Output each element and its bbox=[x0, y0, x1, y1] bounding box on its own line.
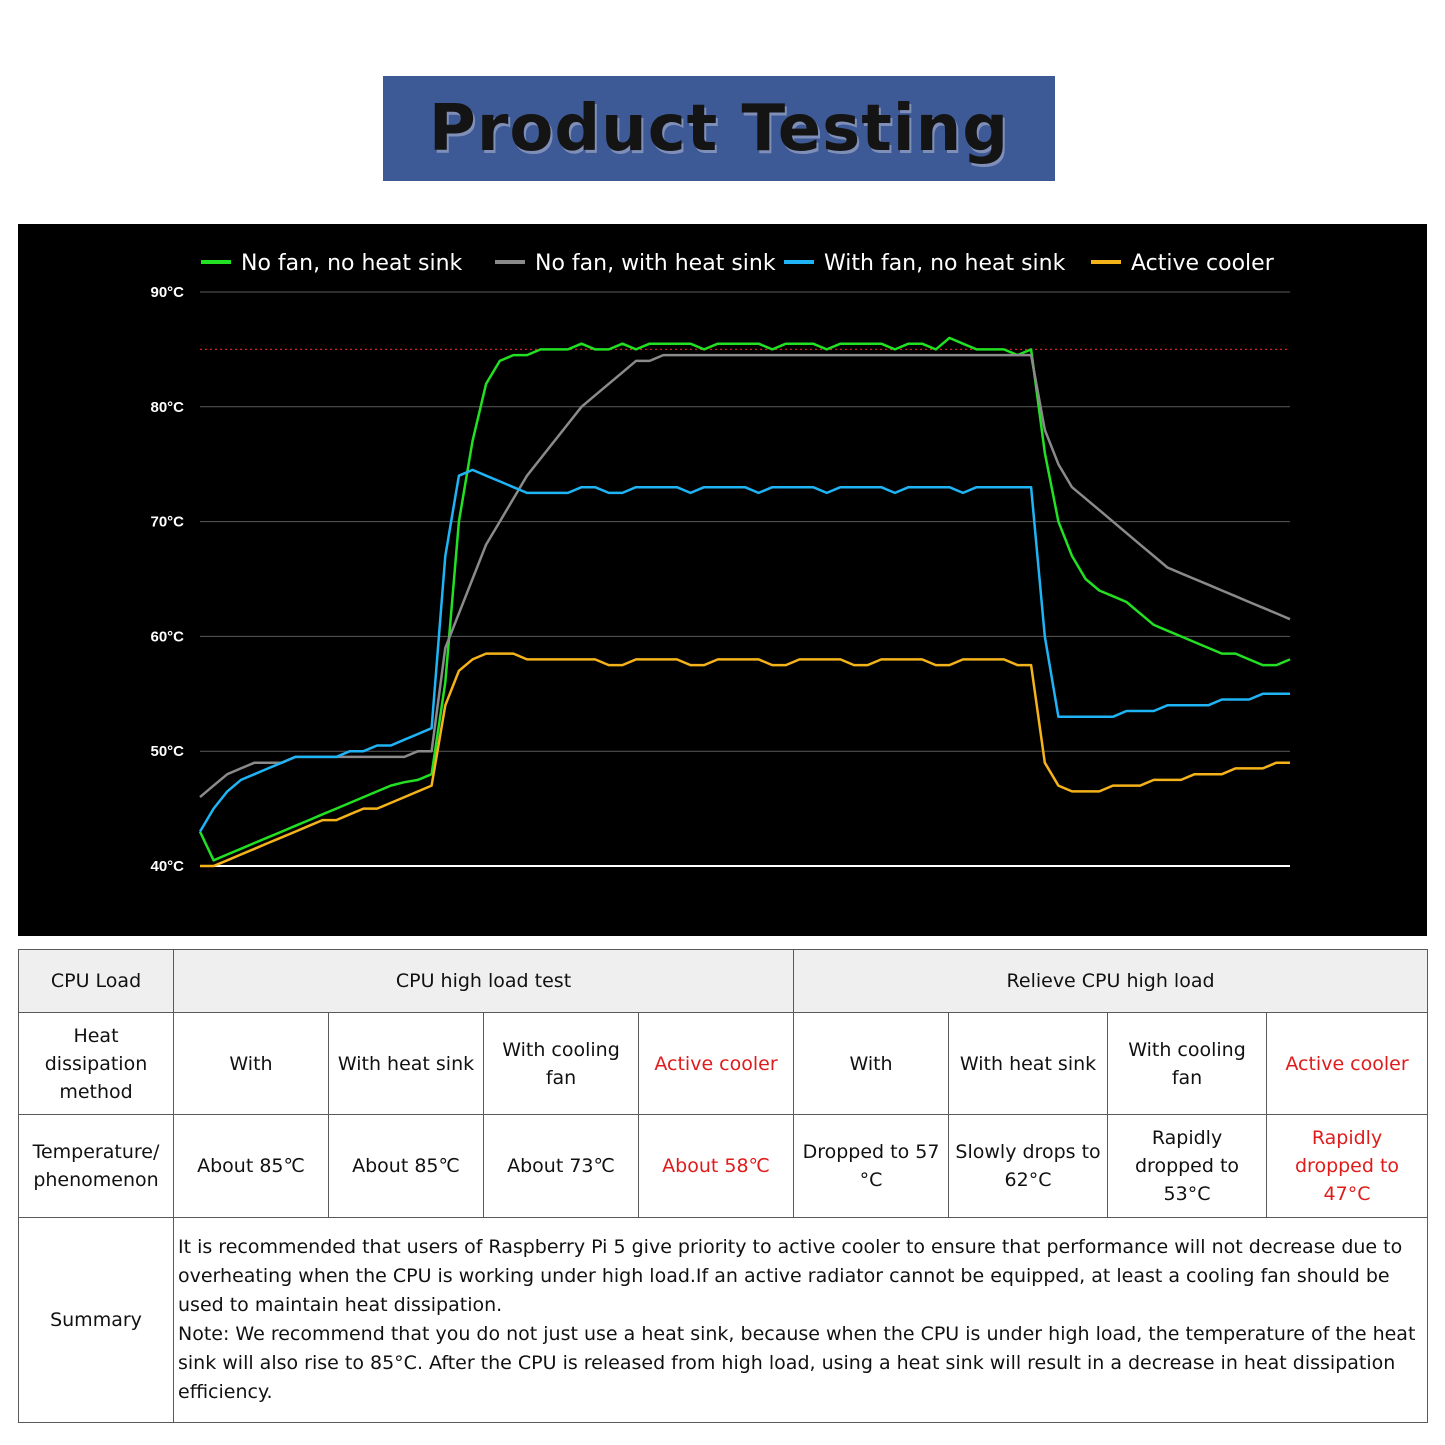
summary-paragraph-2: Note: We recommend that you do not just … bbox=[178, 1322, 1416, 1403]
legend-label: No fan, with heat sink bbox=[535, 251, 776, 276]
row-label-summary: Summary bbox=[18, 1216, 174, 1424]
cell-temperature: Rapidly dropped to 53°C bbox=[1107, 1114, 1268, 1218]
legend-label: Active cooler bbox=[1131, 251, 1275, 276]
cell-temperature: About 85℃ bbox=[328, 1114, 484, 1218]
series-line-3 bbox=[198, 468, 1290, 833]
table-row-cpu-load: CPU Load CPU high load test Relieve CPU … bbox=[18, 948, 1429, 1014]
y-tick-label: 40°C bbox=[150, 858, 184, 875]
cell-temperature: Dropped to 57 °C bbox=[793, 1114, 950, 1218]
series-line-2 bbox=[199, 353, 1291, 799]
summary-paragraph-1: It is recommended that users of Raspberr… bbox=[178, 1235, 1403, 1316]
series-lines bbox=[198, 336, 1291, 868]
y-tick-label: 70°C bbox=[150, 514, 184, 531]
cell-method-highlight: Active cooler bbox=[1266, 1012, 1429, 1116]
cell-temperature: Slowly drops to 62°C bbox=[948, 1114, 1109, 1218]
cell-method: With bbox=[793, 1012, 950, 1116]
header-relieve-high-load: Relieve CPU high load bbox=[793, 948, 1429, 1014]
y-tick-labels: 40°C 50°C 60°C 70°C 80°C 90°C bbox=[150, 284, 184, 875]
header-high-load-test: CPU high load test bbox=[172, 948, 795, 1014]
series-line-1 bbox=[198, 336, 1291, 862]
y-tick-label: 80°C bbox=[150, 399, 184, 416]
cell-method: With heat sink bbox=[948, 1012, 1109, 1116]
cell-temperature-highlight: Rapidly dropped to 47°C bbox=[1266, 1114, 1429, 1218]
cell-method: With bbox=[173, 1012, 329, 1116]
row-label-heat-dissipation: Heat dissipation method bbox=[18, 1012, 174, 1116]
summary-cell: It is recommended that users of Raspberr… bbox=[172, 1216, 1429, 1424]
legend: No fan, no heat sink No fan, with heat si… bbox=[201, 251, 1275, 276]
cell-temperature: About 85℃ bbox=[173, 1114, 329, 1218]
y-tick-label: 90°C bbox=[150, 284, 184, 301]
series-line-4 bbox=[200, 652, 1290, 868]
title-banner: Product Testing bbox=[383, 76, 1055, 181]
table-row-summary: Summary It is recommended that users of … bbox=[18, 1216, 1429, 1424]
row-label-temperature: Temperature/ phenomenon bbox=[18, 1114, 174, 1218]
legend-label: With fan, no heat sink bbox=[824, 251, 1066, 276]
cell-method: With cooling fan bbox=[483, 1012, 639, 1116]
temperature-chart: 40°C 50°C 60°C 70°C 80°C 90°C No fan, no heat… bbox=[150, 251, 1291, 875]
table-row-temperature: Temperature/ phenomenon About 85℃ About … bbox=[18, 1114, 1429, 1218]
cell-temperature-highlight: About 58℃ bbox=[637, 1114, 795, 1218]
legend-label: No fan, no heat sink bbox=[241, 251, 463, 276]
table-row-heat-dissipation: Heat dissipation method With With heat s… bbox=[18, 1012, 1429, 1116]
y-tick-label: 60°C bbox=[150, 628, 184, 645]
row-label-cpu-load: CPU Load bbox=[18, 948, 174, 1014]
cell-method-highlight: Active cooler bbox=[637, 1012, 795, 1116]
grid-lines bbox=[200, 291, 1290, 867]
page-title: Product Testing bbox=[428, 91, 1010, 166]
cell-method: With cooling fan bbox=[1107, 1012, 1268, 1116]
chart-panel: 40°C 50°C 60°C 70°C 80°C 90°C No fan, no heat… bbox=[18, 224, 1427, 936]
cell-temperature: About 73℃ bbox=[483, 1114, 639, 1218]
results-table: CPU Load CPU high load test Relieve CPU … bbox=[18, 948, 1429, 1424]
y-tick-label: 50°C bbox=[150, 743, 184, 760]
cell-method: With heat sink bbox=[328, 1012, 484, 1116]
